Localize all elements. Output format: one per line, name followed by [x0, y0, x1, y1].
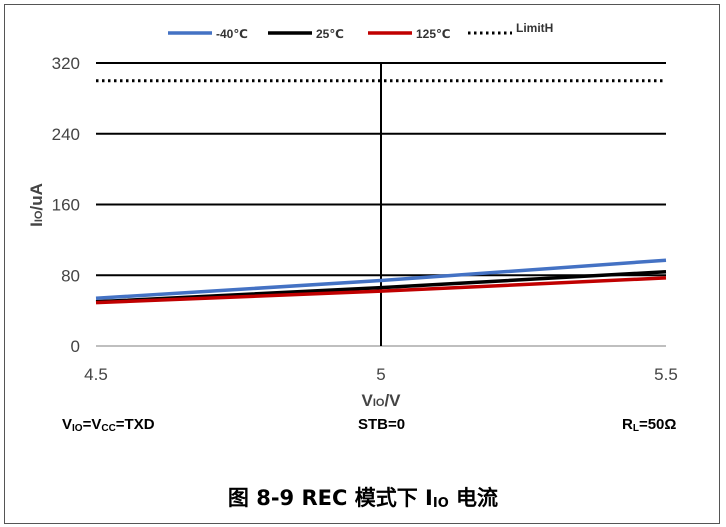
y-tick-label: 320 — [52, 54, 80, 73]
series-line — [95, 258, 667, 300]
y-axis-label: IIO/uA — [27, 183, 46, 227]
x-tick-label: 5 — [376, 365, 385, 384]
y-tick-label: 80 — [61, 266, 80, 285]
grid-lines — [96, 62, 666, 347]
series-line — [95, 276, 667, 305]
tick-labels: 0 80 160 240 320 4.5 5 5.5 — [52, 54, 678, 384]
series-line — [95, 269, 667, 304]
condition-stb: STB=0 — [358, 416, 406, 433]
series-layer — [95, 79, 667, 305]
y-tick-label: 160 — [52, 196, 80, 215]
x-tick-label: 5.5 — [654, 365, 678, 384]
legend-label: 25℃ — [316, 27, 344, 41]
legend-label: -40℃ — [216, 27, 248, 41]
x-axis-label: VIO/V — [361, 391, 401, 410]
y-tick-label: 240 — [52, 125, 80, 144]
figure-caption: 图 8-9 REC 模式下 IIO 电流 — [227, 486, 499, 511]
y-tick-label: 0 — [71, 337, 80, 356]
x-tick-label: 4.5 — [84, 365, 108, 384]
legend: -40℃ 25℃ 125℃ LimitH — [168, 21, 553, 41]
condition-supply: VIO=VCC=TXD — [62, 416, 155, 434]
condition-load: RL=50Ω — [622, 416, 677, 434]
legend-label: 125℃ — [416, 27, 451, 41]
legend-label: LimitH — [516, 21, 553, 35]
